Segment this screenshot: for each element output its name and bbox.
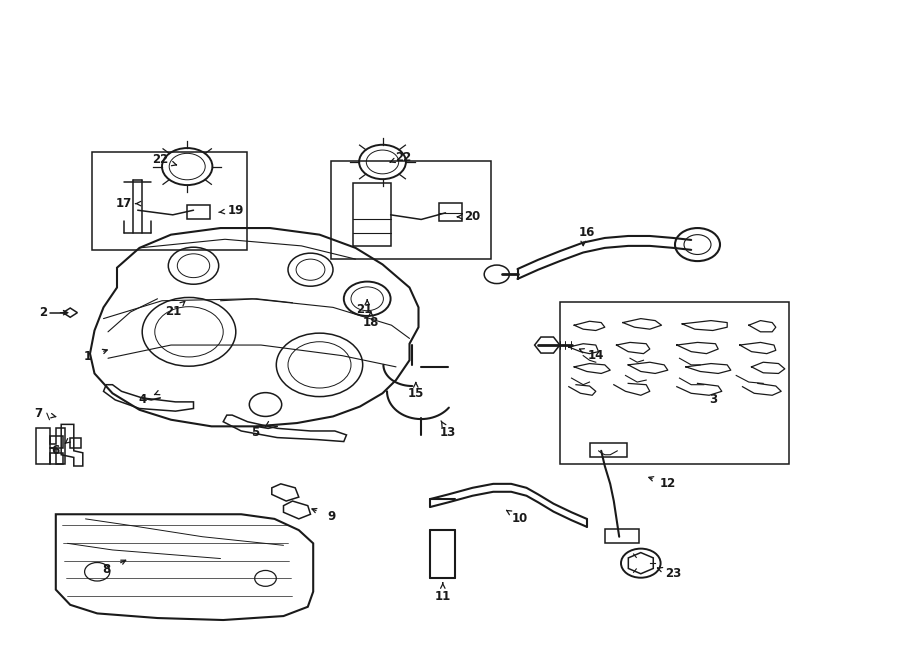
Text: 21: 21 (356, 303, 373, 316)
Text: 11: 11 (435, 590, 451, 603)
Text: 10: 10 (512, 512, 528, 525)
Bar (353, 183, 391, 246)
Bar (331, 161, 491, 259)
Text: 7: 7 (34, 407, 43, 420)
Text: 13: 13 (440, 426, 456, 440)
Text: 23: 23 (665, 567, 681, 580)
Text: 14: 14 (588, 349, 604, 362)
Bar (590, 443, 627, 457)
Text: 22: 22 (395, 151, 411, 164)
Text: 16: 16 (579, 226, 595, 239)
Text: 22: 22 (152, 153, 168, 167)
Bar (70, 438, 81, 448)
Text: 20: 20 (464, 210, 481, 223)
Text: 17: 17 (116, 197, 132, 210)
Text: 21: 21 (165, 305, 181, 319)
Text: 2: 2 (39, 306, 48, 319)
Text: 8: 8 (102, 563, 111, 576)
Bar (439, 203, 462, 221)
Text: 9: 9 (327, 510, 336, 524)
Text: 19: 19 (228, 204, 244, 217)
Bar (50, 453, 63, 464)
Bar (605, 529, 639, 543)
Text: 12: 12 (660, 477, 676, 490)
Text: 6: 6 (51, 444, 60, 457)
Text: 4: 4 (138, 393, 147, 407)
Bar (560, 302, 789, 464)
Bar (92, 152, 247, 250)
Text: 15: 15 (408, 387, 424, 400)
Text: 3: 3 (708, 393, 717, 407)
Bar (50, 436, 63, 448)
Bar (187, 205, 210, 219)
Text: 5: 5 (250, 426, 259, 440)
Text: 1: 1 (84, 350, 93, 364)
Text: 18: 18 (363, 316, 379, 329)
